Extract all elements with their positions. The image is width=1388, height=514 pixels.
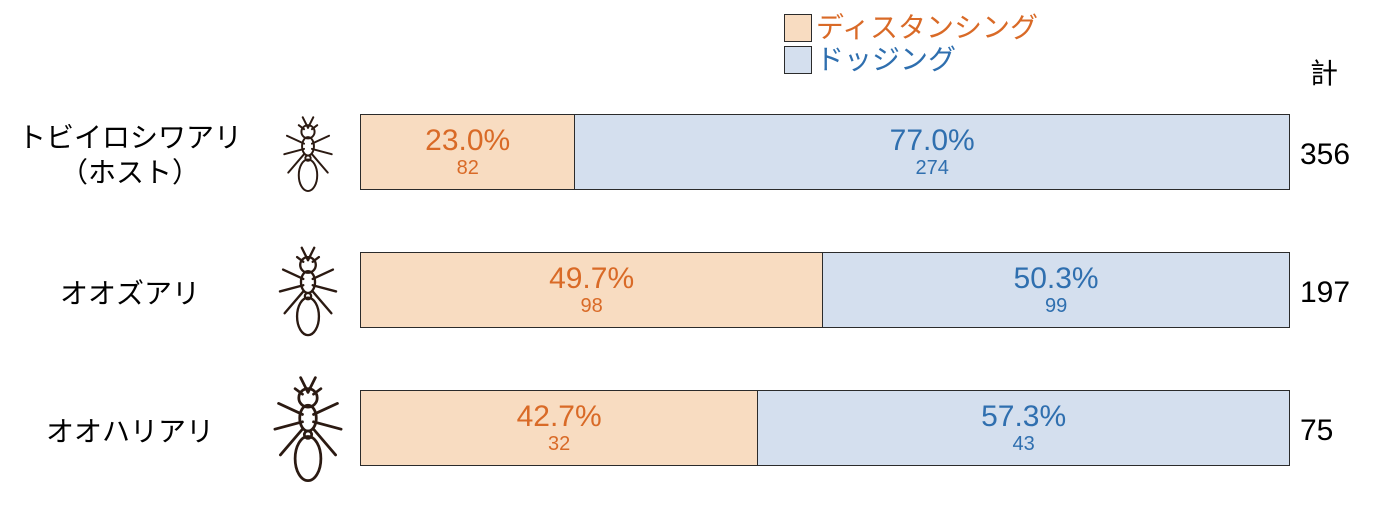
total-header: 計 [1310,52,1338,92]
bar-row: オオハリアリ [0,376,1388,486]
legend: ディスタンシング ドッジング [784,12,1038,76]
legend-swatch [784,14,812,42]
bar-row: オオズアリ [0,238,1388,348]
rows: トビイロシワアリ （ホスト） [0,100,1388,514]
segment-percent: 23.0% [425,126,510,156]
ant-icon [262,376,354,486]
chart: ディスタンシング ドッジング 計 トビイロシワアリ （ホスト） [0,0,1388,504]
ant-icon [262,100,354,210]
segment-count: 99 [1045,296,1067,316]
bar-segment-distancing: 42.7% 32 [361,391,757,465]
segment-percent: 50.3% [1014,264,1099,294]
stacked-bar: 42.7% 32 57.3% 43 [360,390,1290,466]
segment-percent: 42.7% [517,402,602,432]
bar-segment-distancing: 49.7% 98 [361,253,822,327]
segment-count: 274 [916,158,949,178]
segment-percent: 49.7% [549,264,634,294]
row-label: オオハリアリ [0,376,260,486]
bar-segment-dodging: 77.0% 274 [574,115,1289,189]
row-total: 197 [1300,238,1350,348]
row-total: 356 [1300,100,1350,210]
bar-segment-dodging: 50.3% 99 [822,253,1289,327]
legend-item: ドッジング [784,44,1038,76]
legend-label: ドッジング [816,44,956,76]
bar-row: トビイロシワアリ （ホスト） [0,100,1388,210]
segment-count: 32 [548,434,570,454]
segment-count: 82 [457,158,479,178]
row-total: 75 [1300,376,1333,486]
row-label-line: オオズアリ [60,276,200,311]
ant-icon [262,238,354,348]
stacked-bar: 49.7% 98 50.3% 99 [360,252,1290,328]
row-label: オオズアリ [0,238,260,348]
legend-swatch [784,46,812,74]
row-label-line: （ホスト） [60,155,200,190]
bar-segment-dodging: 57.3% 43 [757,391,1289,465]
segment-count: 98 [580,296,602,316]
bar-segment-distancing: 23.0% 82 [361,115,574,189]
stacked-bar: 23.0% 82 77.0% 274 [360,114,1290,190]
row-label-line: オオハリアリ [46,414,214,449]
segment-percent: 77.0% [890,126,975,156]
segment-percent: 57.3% [981,402,1066,432]
legend-label: ディスタンシング [816,12,1038,44]
legend-item: ディスタンシング [784,12,1038,44]
segment-count: 43 [1012,434,1034,454]
row-label: トビイロシワアリ （ホスト） [0,100,260,210]
row-label-line: トビイロシワアリ [18,120,242,155]
